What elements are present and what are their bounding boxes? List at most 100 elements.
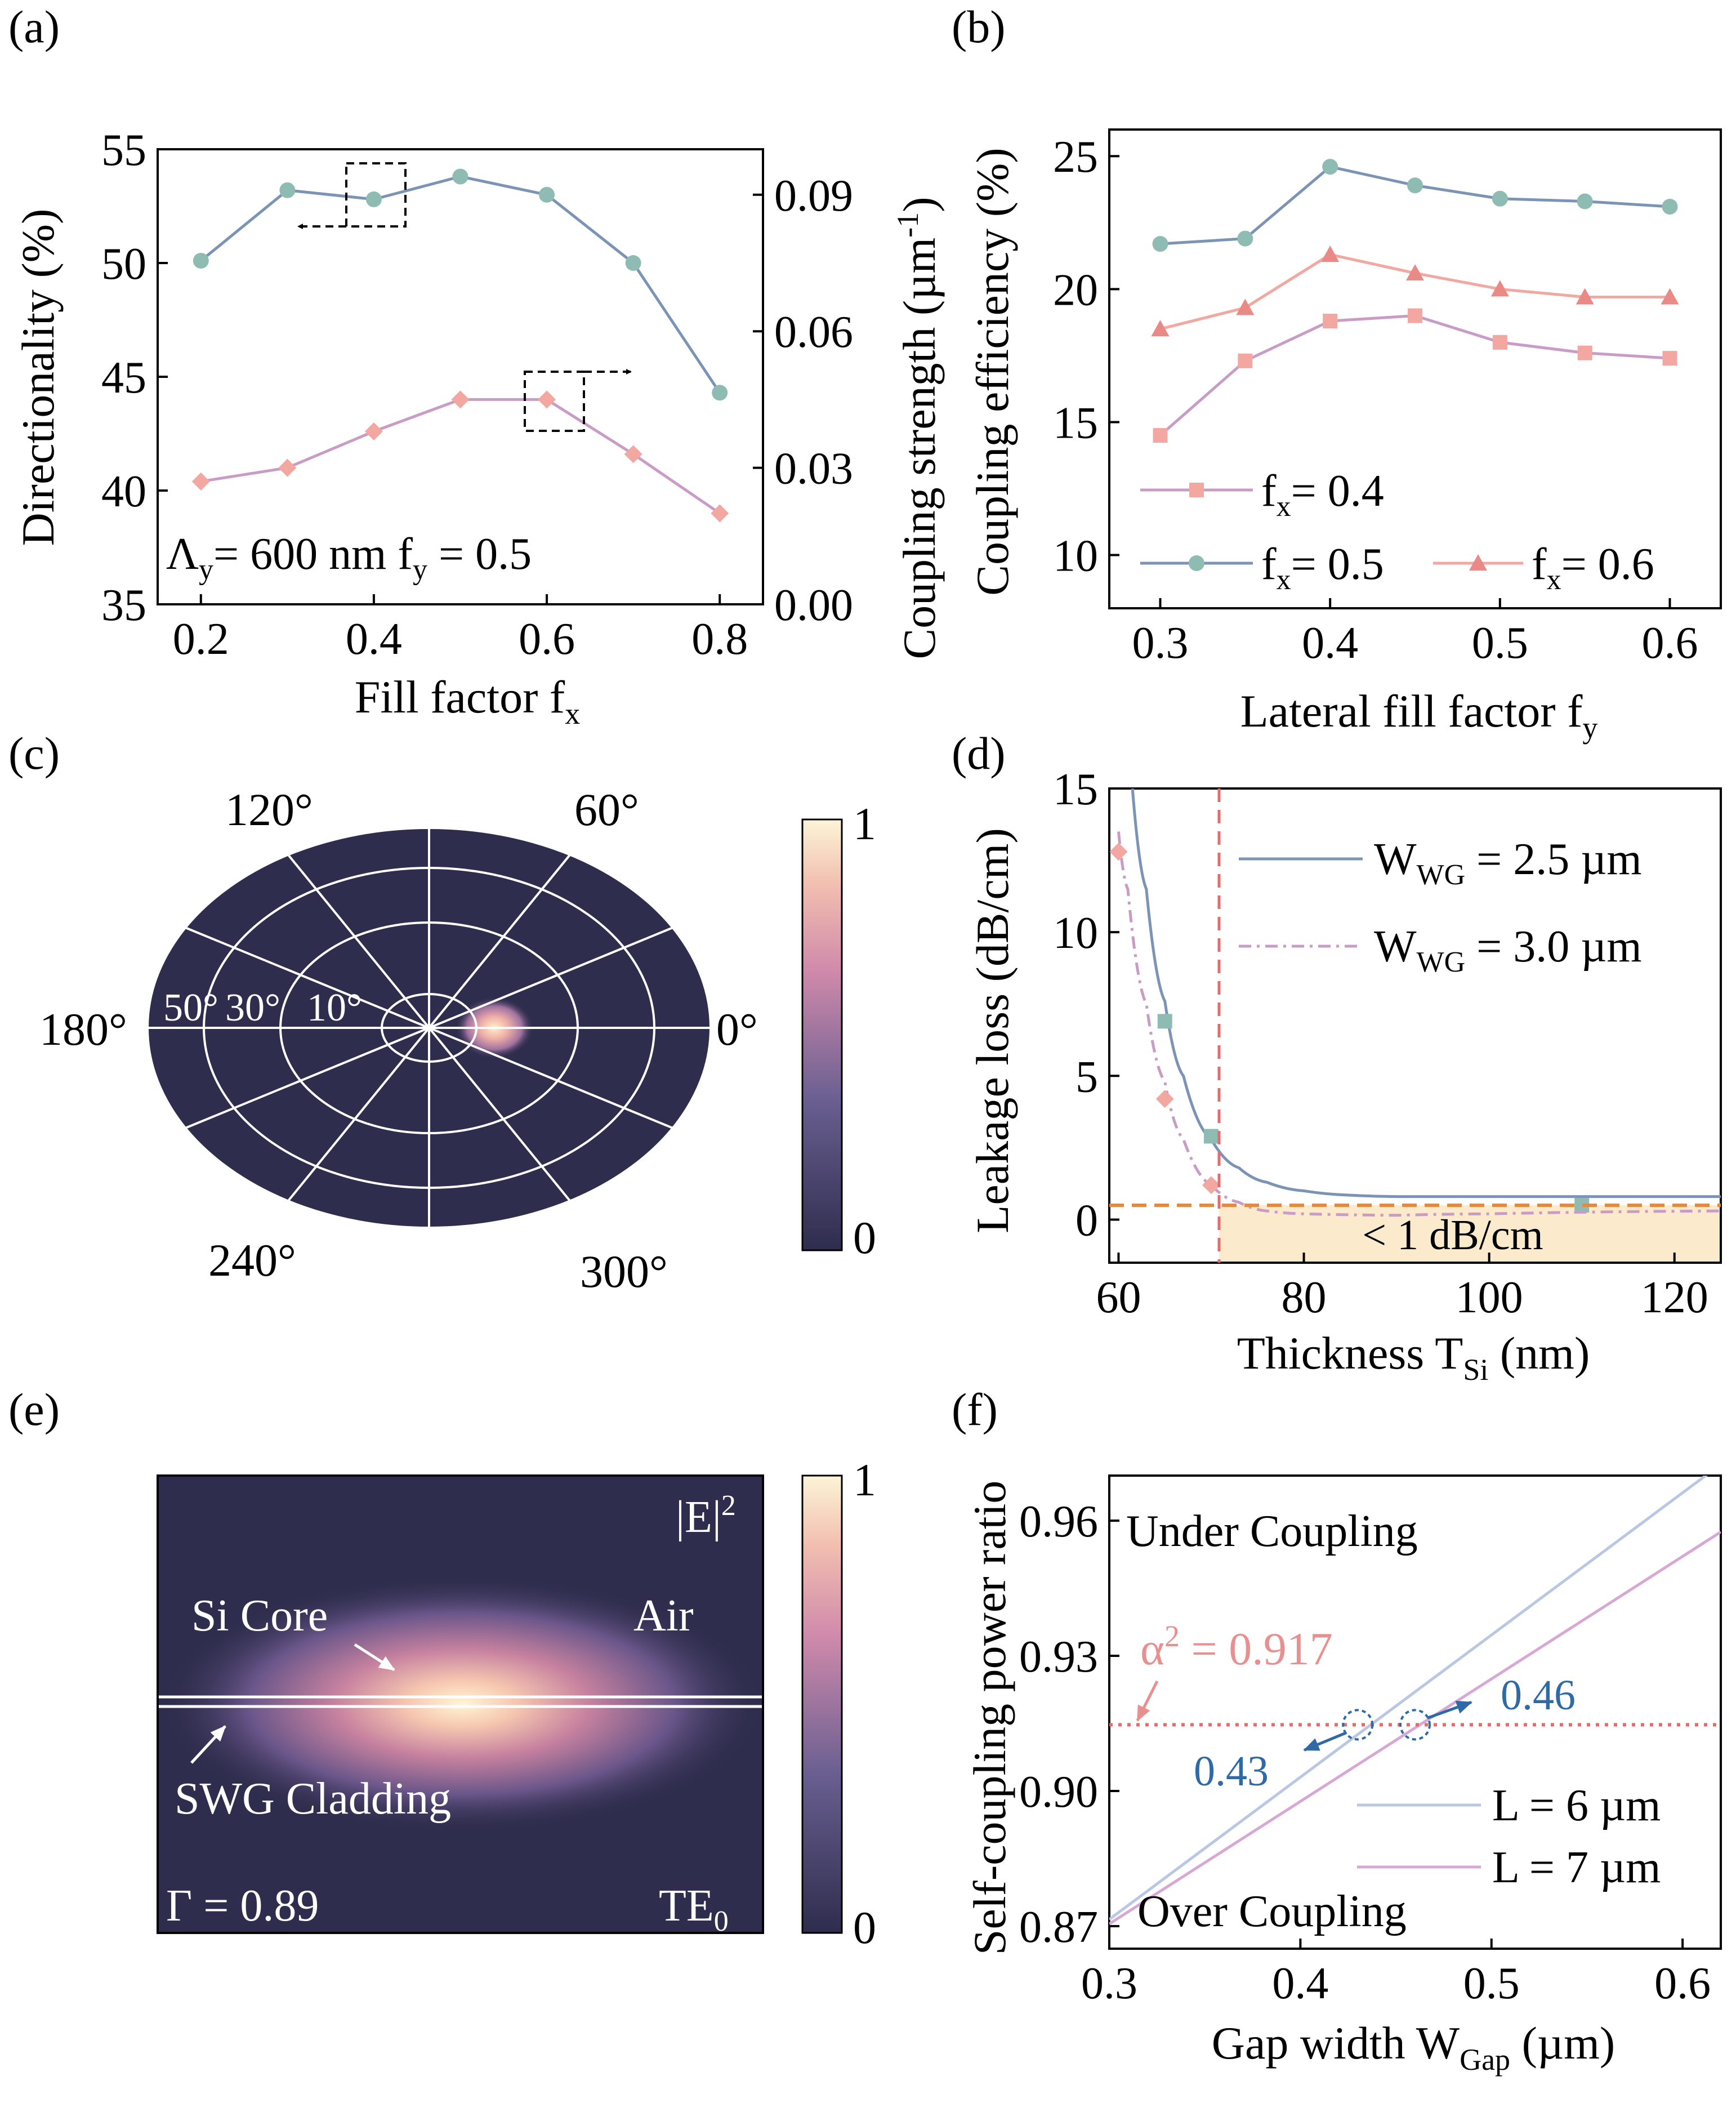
b-point <box>1151 320 1170 337</box>
svg-text:TE0: TE0 <box>659 1881 729 1937</box>
f-xtick-label: 0.3 <box>1081 1959 1137 2008</box>
b-point <box>1662 351 1677 366</box>
a-series-line <box>200 398 721 515</box>
b-point <box>1322 159 1338 175</box>
svg-text:Λy= 600 nm fy = 0.5: Λy= 600 nm fy = 0.5 <box>166 529 532 586</box>
d-series-line <box>1117 831 1721 1217</box>
a-point <box>365 191 382 207</box>
a-point <box>539 186 555 203</box>
d-point <box>1202 1176 1220 1195</box>
f-crossing-046: 0.46 <box>1501 1672 1576 1719</box>
b-point <box>1492 335 1507 350</box>
a-dashed-markers <box>297 162 632 432</box>
svg-text:|E|2: |E|2 <box>676 1490 736 1542</box>
panel-b-label: (b) <box>952 1 1006 52</box>
plot-frame-b <box>1108 128 1722 609</box>
b-ytick-label: 20 <box>1053 265 1098 315</box>
b-ytick-label: 15 <box>1053 398 1098 448</box>
d-legend: WWG = 2.5 µm WWG = 3.0 µm <box>1239 835 1642 978</box>
d-ytick-label: 15 <box>1053 765 1098 814</box>
b-point <box>1406 264 1424 280</box>
b-point <box>1490 280 1509 297</box>
f-crossing-arrow <box>1303 1731 1347 1752</box>
a-point <box>625 255 641 271</box>
a-series-line <box>200 175 721 394</box>
svg-text:Air: Air <box>633 1591 694 1641</box>
d-ytick-label: 10 <box>1053 908 1098 958</box>
d-xtick-label: 120 <box>1641 1273 1708 1322</box>
f-region-bottom: Over Coupling <box>1137 1887 1407 1936</box>
d-ylabel: Leakage loss (dB/cm) <box>967 828 1018 1233</box>
b-legend-label: fx= 0.5 <box>1261 540 1384 596</box>
b-point <box>1323 314 1338 328</box>
a-xlabel: Fill factor fx <box>355 671 580 730</box>
colorbar-e: 1 0 <box>801 1454 876 1953</box>
svg-text:120°: 120° <box>225 784 313 835</box>
b-point <box>1577 193 1593 210</box>
f-alpha-label: α2 = 0.917 <box>1140 1619 1333 1674</box>
a-point <box>712 385 728 401</box>
a-xtick-label: 0.8 <box>691 614 748 664</box>
a-ytick-label: 55 <box>101 126 146 175</box>
b-point <box>1237 230 1253 247</box>
f-xtick-label: 0.5 <box>1463 1959 1520 2008</box>
panel-a: (a) 0.2 0.4 0.6 0.835404550550.000.030.060.… <box>8 1 945 730</box>
f-crossing-circle <box>1399 1709 1431 1741</box>
a-point <box>538 390 556 409</box>
b-point <box>1321 245 1340 262</box>
d-xtick-label: 60 <box>1096 1273 1141 1322</box>
mode-profile <box>158 1476 763 1933</box>
d-point <box>1204 1129 1219 1144</box>
a-point <box>193 252 209 269</box>
f-legend: L = 6 µm L = 7 µm <box>1357 1781 1661 1892</box>
b-point <box>1492 190 1508 207</box>
f-crossing-arrow <box>1427 1700 1472 1719</box>
polar-radial-labels: 50° 30° 10° <box>163 986 362 1030</box>
d-series-line <box>1131 788 1721 1198</box>
a-series <box>191 168 729 523</box>
svg-text:300°: 300° <box>580 1246 668 1297</box>
d-point <box>1155 1090 1174 1108</box>
b-point <box>1238 353 1253 368</box>
a-point <box>191 472 210 491</box>
b-point <box>1152 236 1168 252</box>
f-series-line <box>1109 1476 1708 1921</box>
f-xlabel: Gap width WGap (µm) <box>1212 2017 1615 2077</box>
svg-text:0: 0 <box>853 1902 876 1953</box>
b-point <box>1661 288 1679 305</box>
plot-frame-f <box>1108 1474 1722 1950</box>
b-point <box>1662 198 1678 215</box>
f-ytick-label: 0.93 <box>1019 1632 1098 1682</box>
b-legend-label: fx= 0.6 <box>1532 540 1654 596</box>
a-ticks: 0.2 0.4 0.6 0.8 35 40 45 50 55 0.00 0.03 0.06 0.09 <box>101 126 853 664</box>
b-xtick-label: 0.4 <box>1302 618 1358 668</box>
a-xtick-label: 0.2 <box>173 614 229 664</box>
svg-text:1: 1 <box>853 1454 876 1505</box>
b-legend-marker <box>1189 555 1204 571</box>
plot-frame-e <box>157 1474 764 1934</box>
b-point <box>1236 298 1255 315</box>
f-crossing-043: 0.43 <box>1194 1748 1269 1795</box>
f-ticks: 0.3 0.4 0.5 0.6 0.87 0.90 0.93 0.96 <box>1019 1497 1711 2008</box>
svg-text:L = 6 µm: L = 6 µm <box>1492 1781 1661 1830</box>
panel-f-label: (f) <box>952 1384 998 1435</box>
svg-text:0°: 0° <box>716 1004 758 1055</box>
b-xtick-label: 0.3 <box>1132 618 1189 668</box>
svg-text:WWG = 3.0 µm: WWG = 3.0 µm <box>1374 922 1642 978</box>
b-legend-label: fx= 0.4 <box>1261 466 1384 523</box>
d-ticks: 60 80 100 120 0 5 10 15 <box>1053 765 1708 1322</box>
b-ticks: 0.3 0.4 0.5 0.6 10 15 20 25 <box>1053 132 1698 668</box>
f-series <box>1109 1476 1721 1926</box>
a-point <box>451 390 470 409</box>
svg-text:SWG Cladding: SWG Cladding <box>175 1774 451 1824</box>
panel-c-label: (c) <box>8 728 60 779</box>
a-xtick-label: 0.4 <box>346 614 402 664</box>
svg-text:Si Core: Si Core <box>191 1591 328 1641</box>
a-xtick-label: 0.6 <box>519 614 575 664</box>
swg-arrow <box>190 1725 226 1764</box>
panel-d-label: (d) <box>952 728 1006 779</box>
f-crossing-circle <box>1342 1709 1374 1741</box>
f-ytick-label: 0.87 <box>1019 1902 1098 1952</box>
a-right-ytick-label: 0.03 <box>774 444 853 494</box>
b-xtick-label: 0.5 <box>1472 618 1528 668</box>
